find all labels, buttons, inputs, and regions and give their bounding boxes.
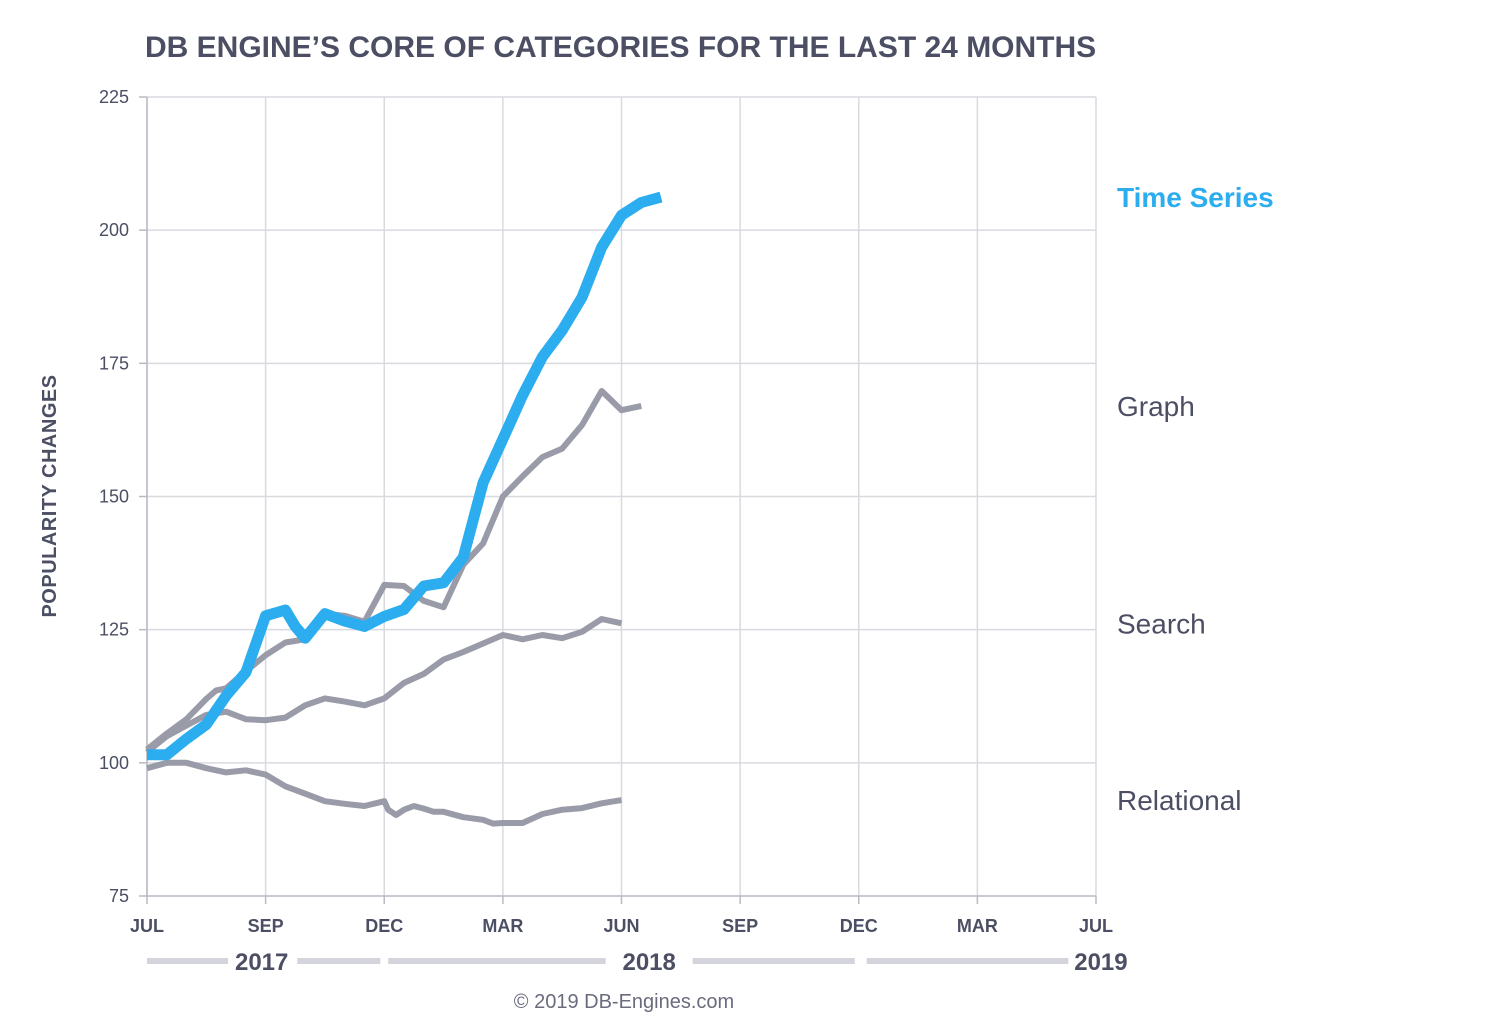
x-axis-ticks: JUL SEP DEC MAR JUN SEP DEC MAR JUL	[130, 896, 1113, 936]
grid-lines	[146, 96, 1097, 896]
x-tick-label: DEC	[365, 916, 403, 936]
year-axis: 2017 2018 2019	[147, 949, 1128, 976]
series-lines	[145, 191, 663, 827]
y-tick-label: 75	[109, 886, 129, 906]
y-axis-ticks: 75 100 125 150 175 200 225	[99, 87, 147, 906]
y-tick-label: 150	[99, 487, 129, 507]
series-line-search	[145, 616, 623, 755]
series-labels: Time Series Graph Search Relational	[1117, 182, 1274, 816]
series-line-relational	[146, 759, 622, 827]
x-tick-label: MAR	[482, 916, 523, 936]
y-axis-label: POPULARITY CHANGES	[39, 374, 61, 617]
x-tick-label: MAR	[957, 916, 998, 936]
series-line-graph	[145, 388, 642, 752]
x-tick-label: JUN	[603, 916, 639, 936]
series-label-time-series: Time Series	[1117, 182, 1274, 213]
y-tick-label: 225	[99, 87, 129, 107]
chart-title: DB ENGINE’S CORE OF CATEGORIES FOR THE L…	[145, 31, 1096, 64]
year-label: 2017	[235, 949, 288, 976]
series-label-search: Search	[1117, 608, 1206, 639]
copyright-footer: © 2019 DB-Engines.com	[514, 991, 734, 1013]
year-label: 2018	[622, 949, 675, 976]
x-tick-label: DEC	[840, 916, 878, 936]
y-tick-label: 100	[99, 753, 129, 773]
x-tick-label: SEP	[248, 916, 284, 936]
x-tick-label: JUL	[130, 916, 164, 936]
series-line-time-series	[147, 191, 663, 761]
y-tick-label: 175	[99, 353, 129, 373]
year-label: 2019	[1074, 949, 1127, 976]
x-tick-label: SEP	[722, 916, 758, 936]
y-tick-label: 125	[99, 620, 129, 640]
y-tick-label: 200	[99, 220, 129, 240]
series-label-graph: Graph	[1117, 391, 1195, 422]
x-tick-label: JUL	[1079, 916, 1113, 936]
series-label-relational: Relational	[1117, 785, 1242, 816]
